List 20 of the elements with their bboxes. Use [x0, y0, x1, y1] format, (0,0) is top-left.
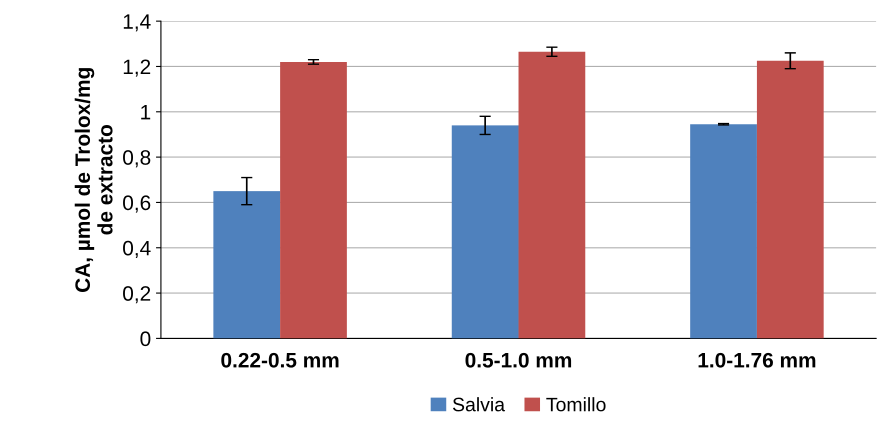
bar — [452, 125, 519, 338]
y-tick-label: 0 — [140, 331, 150, 346]
bar — [213, 191, 280, 338]
y-tick-label: 0,2 — [123, 286, 150, 304]
legend-label: Salvia — [452, 397, 506, 412]
y-tick-label: 0,6 — [123, 195, 150, 213]
bar — [756, 60, 824, 338]
y-tick-label: 0,8 — [123, 150, 150, 168]
y-tick-label: 0,4 — [123, 240, 151, 258]
x-tick-label: 0.5-1.0 mm — [465, 352, 572, 368]
legend-label: Tomillo — [546, 397, 606, 412]
y-tick-label: 1 — [141, 105, 150, 120]
x-tick-label: 1.0-1.76 mm — [698, 352, 816, 368]
bar — [518, 52, 586, 338]
y-axis-title: CA, µmol de Trolox/mg de extracto — [74, 68, 113, 292]
y-tick-label: 1,2 — [124, 59, 150, 77]
bar — [280, 62, 347, 338]
y-tick-label: 1,4 — [124, 14, 151, 32]
x-tick-label: 0.22-0.5 mm — [221, 352, 338, 368]
bar — [690, 124, 757, 338]
